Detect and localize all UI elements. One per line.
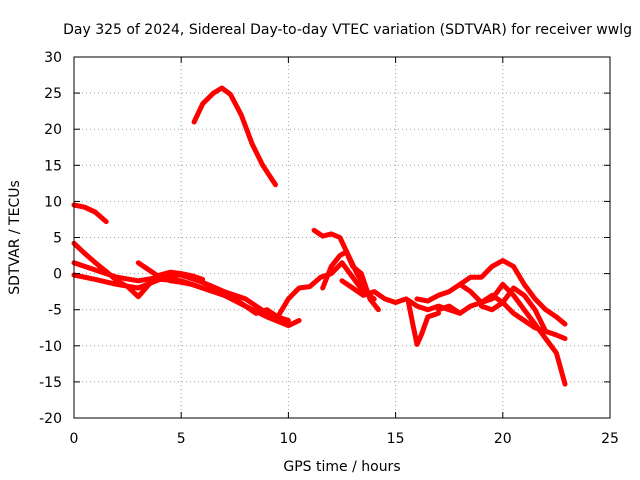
series-arc-9: [320, 249, 381, 313]
series-arc-7: [243, 260, 377, 320]
series-arc-4: [71, 260, 291, 323]
series-arc-11: [406, 300, 441, 347]
x-tick-label: 0: [70, 431, 79, 447]
series-arc-6: [135, 260, 259, 316]
x-tick-label: 5: [177, 431, 186, 447]
y-tick-label: 25: [44, 86, 62, 102]
axis-ticks: 0 5 10 15 20 25 -20 -15 -10 -5 0 5 10 15 20 25 30: [39, 50, 619, 447]
series-arc-2: [191, 85, 278, 188]
x-tick-label: 25: [601, 431, 619, 447]
series-arc-1: [71, 202, 109, 225]
x-tick-label: 10: [279, 431, 297, 447]
series-arc-12: [414, 258, 568, 327]
y-tick-label: 20: [44, 122, 62, 138]
y-tick-label: -10: [39, 339, 62, 355]
y-axis-label: SDTVAR / TECUs: [7, 180, 23, 295]
y-tick-label: -5: [48, 303, 62, 319]
x-tick-label: 15: [387, 431, 405, 447]
y-tick-label: -20: [39, 411, 62, 427]
chart-title: Day 325 of 2024, Sidereal Day-to-day VTE…: [63, 22, 632, 38]
y-tick-label: 5: [53, 231, 62, 247]
series-layer: [71, 85, 568, 387]
series-arc-15: [478, 285, 549, 334]
series-arc-13: [457, 281, 568, 387]
x-tick-label: 20: [494, 431, 512, 447]
y-tick-label: -15: [39, 375, 62, 391]
x-axis-label: GPS time / hours: [283, 459, 400, 475]
y-tick-label: 0: [53, 267, 62, 283]
series-arc-8: [311, 227, 369, 291]
y-tick-label: 30: [44, 50, 62, 66]
y-tick-label: 10: [44, 194, 62, 210]
y-tick-label: 15: [44, 158, 62, 174]
